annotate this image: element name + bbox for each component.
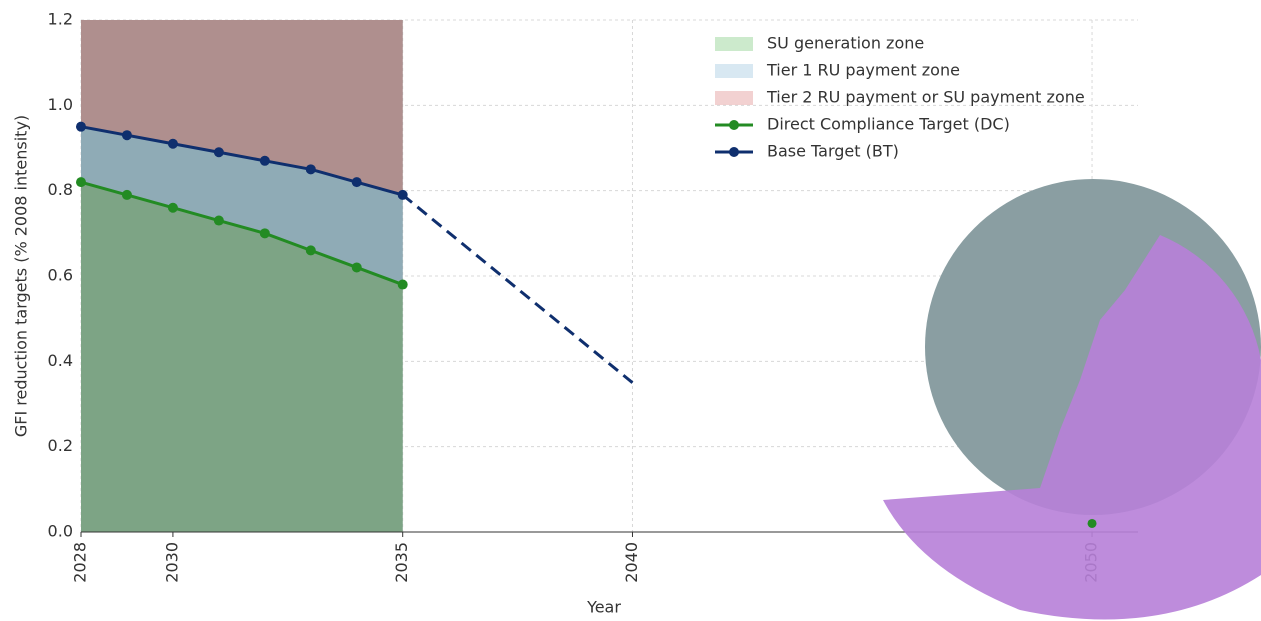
y-tick-label: 0.2 [48,436,73,455]
data-point [352,177,362,187]
y-tick-label: 0.4 [48,351,73,370]
y-tick-label: 0.0 [48,522,73,541]
legend-label: Base Target (BT) [767,142,899,161]
data-point [214,147,224,157]
legend-marker [729,120,739,130]
x-tick-label: 2035 [392,542,411,583]
legend-label: Tier 2 RU payment or SU payment zone [766,88,1085,107]
data-point [122,130,132,140]
y-tick-label: 1.2 [48,10,73,29]
x-axis-label: Year [586,598,621,617]
x-tick-label: 2040 [622,542,641,583]
data-point [76,122,86,132]
data-point [122,190,132,200]
data-point [168,139,178,149]
y-tick-label: 0.8 [48,180,73,199]
data-point [306,164,316,174]
y-tick-label: 1.0 [48,95,73,114]
legend-label: SU generation zone [767,34,924,53]
legend-marker [729,147,739,157]
data-point [260,156,270,166]
data-point [76,177,86,187]
y-tick-label: 0.6 [48,266,73,285]
y-axis-label: GFI reduction targets (% 2008 intensity) [12,115,31,437]
data-point [214,216,224,226]
x-tick-label: 2030 [162,542,181,583]
data-point [1088,519,1097,528]
data-point [352,262,362,272]
data-point [306,245,316,255]
projection-line [403,195,633,383]
chart: Year GFI reduction targets (% 2008 inten… [0,0,1261,621]
decoration [883,179,1261,619]
data-point [260,228,270,238]
data-point [168,203,178,213]
legend-swatch [715,64,753,78]
legend-swatch [715,37,753,51]
data-point [398,280,408,290]
legend-label: Tier 1 RU payment zone [766,61,960,80]
legend-label: Direct Compliance Target (DC) [767,115,1010,134]
x-tick-label: 2028 [71,542,90,583]
legend-swatch [715,91,753,105]
